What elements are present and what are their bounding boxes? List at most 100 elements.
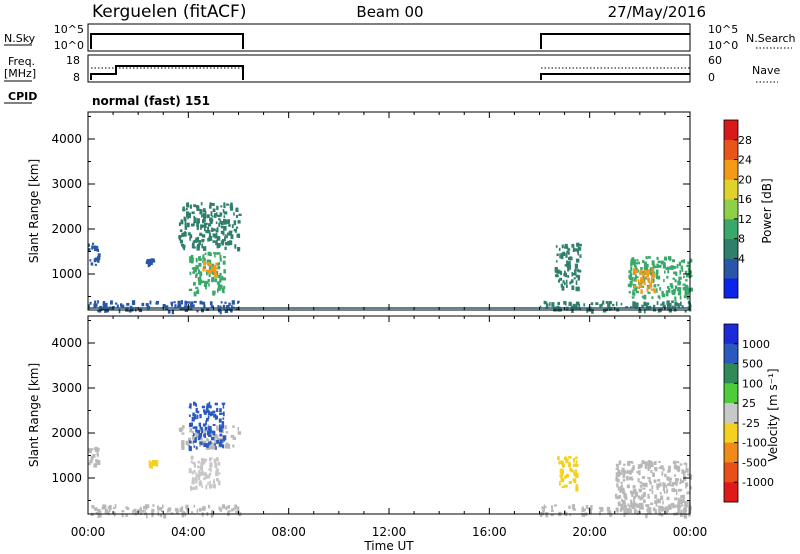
echo-cell [632, 289, 634, 295]
echo-cell [606, 506, 611, 512]
echo-cell [211, 203, 215, 206]
echo-cell [615, 472, 620, 478]
echo-cell [180, 300, 183, 305]
colorbar-segment [724, 120, 738, 141]
echo-cell [173, 301, 176, 304]
echo-cell [196, 225, 199, 230]
echo-cell [199, 275, 202, 281]
echo-cell [677, 287, 681, 292]
echo-cell [659, 307, 663, 311]
echo-cell [653, 289, 657, 294]
echo-cell [231, 300, 235, 305]
echo-cell [209, 480, 211, 484]
echo-cell [193, 291, 197, 297]
echo-cell [230, 202, 233, 205]
echo-cell [659, 287, 662, 291]
echo-cell [97, 462, 100, 465]
echo-cell [91, 505, 95, 509]
echo-cell [203, 436, 206, 439]
date-title: 27/May/2016 [608, 3, 706, 21]
echo-cell [195, 266, 198, 269]
echo-cell [651, 296, 654, 300]
echo-cell [216, 407, 219, 412]
freq-tick-top: 18 [66, 54, 80, 67]
echo-cell [682, 283, 686, 286]
echo-cell [646, 288, 649, 292]
echo-cell [182, 208, 186, 212]
echo-cell [222, 260, 226, 265]
colorbar-segment [724, 179, 738, 200]
echo-cell [206, 214, 210, 219]
echo-cell [663, 491, 666, 494]
echo-cell [630, 504, 634, 508]
echo-cell [220, 205, 223, 208]
echo-cell [657, 498, 661, 504]
y-tick-label: 4000 [51, 132, 82, 146]
echo-cell [134, 307, 137, 312]
echo-cell [669, 481, 671, 487]
echo-cell [633, 293, 636, 296]
echo-cell [207, 430, 211, 436]
echo-cell [574, 304, 578, 309]
echo-cell [545, 512, 549, 515]
echo-cell [197, 465, 200, 469]
echo-cell [217, 236, 220, 241]
echo-cell [644, 464, 647, 469]
echo-cell [617, 466, 619, 471]
echo-cell [563, 456, 568, 460]
echo-cell [141, 302, 145, 307]
echo-cell [601, 303, 603, 307]
power-echo-cells [88, 202, 693, 315]
echo-cell [630, 499, 633, 505]
echo-cell [211, 510, 214, 515]
echo-cell [203, 217, 206, 223]
echo-cell [199, 480, 202, 483]
echo-cell [223, 226, 227, 231]
echo-cell [650, 288, 653, 291]
echo-cell [214, 236, 218, 239]
echo-cell [208, 283, 210, 287]
echo-cell [642, 487, 646, 490]
echo-cell [608, 304, 610, 309]
echo-cell [629, 469, 634, 473]
echo-cell [624, 496, 628, 500]
echo-cell [568, 456, 572, 459]
echo-cell [220, 284, 223, 289]
echo-cell [623, 507, 627, 513]
echo-cell [677, 508, 681, 513]
echo-cell [562, 251, 566, 256]
echo-cell [647, 509, 651, 514]
echo-cell [177, 305, 180, 309]
echo-cell [208, 445, 211, 450]
echo-cell [663, 256, 668, 261]
echo-cell [658, 466, 662, 469]
echo-cell [657, 260, 661, 263]
echo-cell [689, 271, 692, 274]
echo-cell [215, 239, 218, 244]
echo-cell [201, 428, 204, 434]
echo-cell [230, 234, 234, 240]
echo-cell [212, 233, 215, 238]
echo-cell [567, 248, 571, 251]
echo-cell [219, 433, 223, 437]
echo-cell [571, 504, 575, 509]
echo-cell [193, 440, 195, 443]
echo-cell [573, 277, 576, 280]
echo-cell [672, 259, 675, 263]
echo-cell [102, 304, 105, 309]
echo-cell [557, 456, 560, 460]
echo-cell [213, 458, 217, 464]
echo-cell [627, 503, 630, 507]
echo-cell [155, 301, 159, 305]
colorbar-tick-label: 25 [742, 397, 756, 410]
echo-cell [217, 305, 220, 309]
echo-cell [647, 506, 649, 511]
echo-cell [677, 505, 680, 510]
echo-cell [573, 463, 576, 467]
echo-cell [565, 474, 569, 478]
echo-cell [650, 470, 653, 474]
echo-cell [633, 496, 637, 499]
echo-cell [578, 269, 582, 273]
echo-cell [208, 236, 212, 239]
echo-cell [673, 266, 677, 269]
